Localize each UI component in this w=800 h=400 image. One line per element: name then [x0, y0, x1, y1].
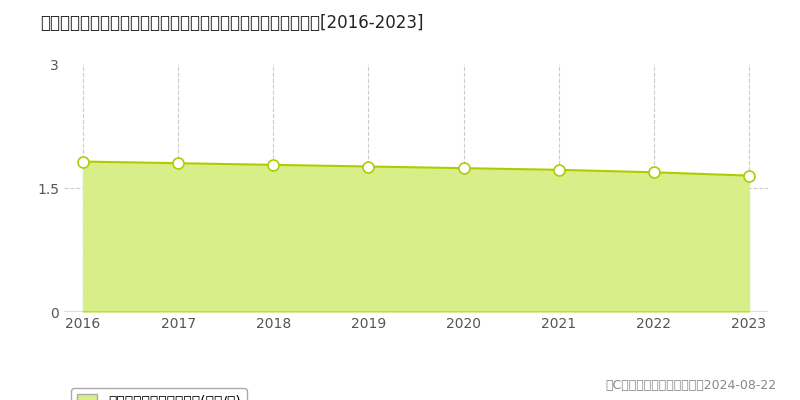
Point	[647, 169, 660, 176]
Point	[267, 162, 280, 168]
Legend: 基準地価格　平均坪単価(万円/坪): 基準地価格 平均坪単価(万円/坪)	[71, 388, 246, 400]
Point	[742, 172, 755, 179]
Text: 奈良県吉野郡天川村大字坪内１７番１　基準地価格　地価推移[2016-2023]: 奈良県吉野郡天川村大字坪内１７番１ 基準地価格 地価推移[2016-2023]	[40, 14, 423, 32]
Text: （C）土地価格ドットコム　2024-08-22: （C）土地価格ドットコム 2024-08-22	[605, 379, 776, 392]
Point	[362, 163, 375, 170]
Point	[172, 160, 185, 166]
Point	[77, 158, 90, 165]
Point	[457, 165, 470, 171]
Point	[552, 167, 565, 173]
